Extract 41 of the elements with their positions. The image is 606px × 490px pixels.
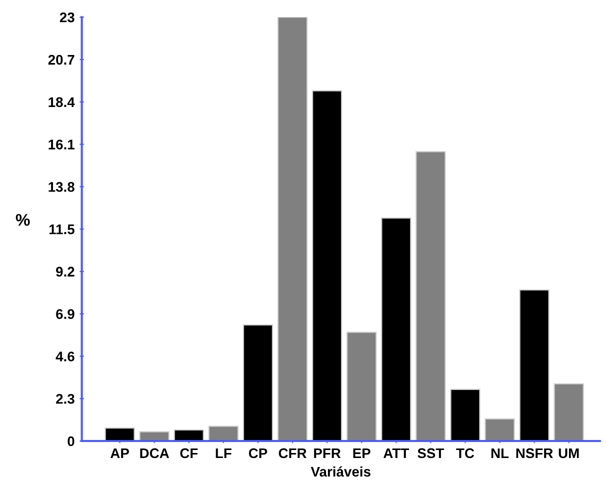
bar [242,324,274,441]
x-tick-label: CFR [278,448,307,458]
x-tick-label: NL [491,448,509,458]
bar [208,426,238,441]
x-tick-label: UM [558,448,579,458]
y-tick-label: 2.3 [56,394,74,404]
x-tick-label: NSFR [516,448,553,458]
bar [346,332,377,441]
x-tick-label: AP [110,448,129,458]
bar [104,428,135,441]
y-tick-label: 9.2 [56,266,74,277]
y-tick-label: 20.7 [48,54,74,65]
x-tick-label: CP [248,448,268,458]
x-tick-label: PFR [314,448,341,458]
x-tick-label: ATT [384,448,409,458]
y-tick-label: 23 [60,12,74,22]
y-tick-label: 0 [68,436,74,446]
bar [554,383,584,441]
bar [381,217,412,441]
y-tick-label: 11.5 [49,224,74,234]
x-tick-label: TC [456,448,474,458]
x-tick-label: CF [180,448,198,458]
x-axis-title: Variáveis [310,466,370,477]
y-axis-title: % [16,214,30,226]
bar [416,151,446,441]
bar [277,17,308,441]
x-tick-label: EP [353,448,370,458]
x-tick-label: LF [216,448,232,458]
bar [484,418,515,441]
y-tick-label: 4.6 [56,352,74,362]
x-tick-label: DCA [140,448,170,458]
bar [450,388,480,441]
bar [519,289,550,441]
bar [174,429,204,441]
x-tick-label: SST [418,448,444,458]
bar [139,431,170,441]
y-tick-label: 6.9 [56,309,74,320]
y-tick-label: 13.8 [48,182,74,192]
bar [312,90,342,441]
y-tick-label: 18.4 [48,97,75,108]
y-tick-label: 16.1 [48,140,74,150]
